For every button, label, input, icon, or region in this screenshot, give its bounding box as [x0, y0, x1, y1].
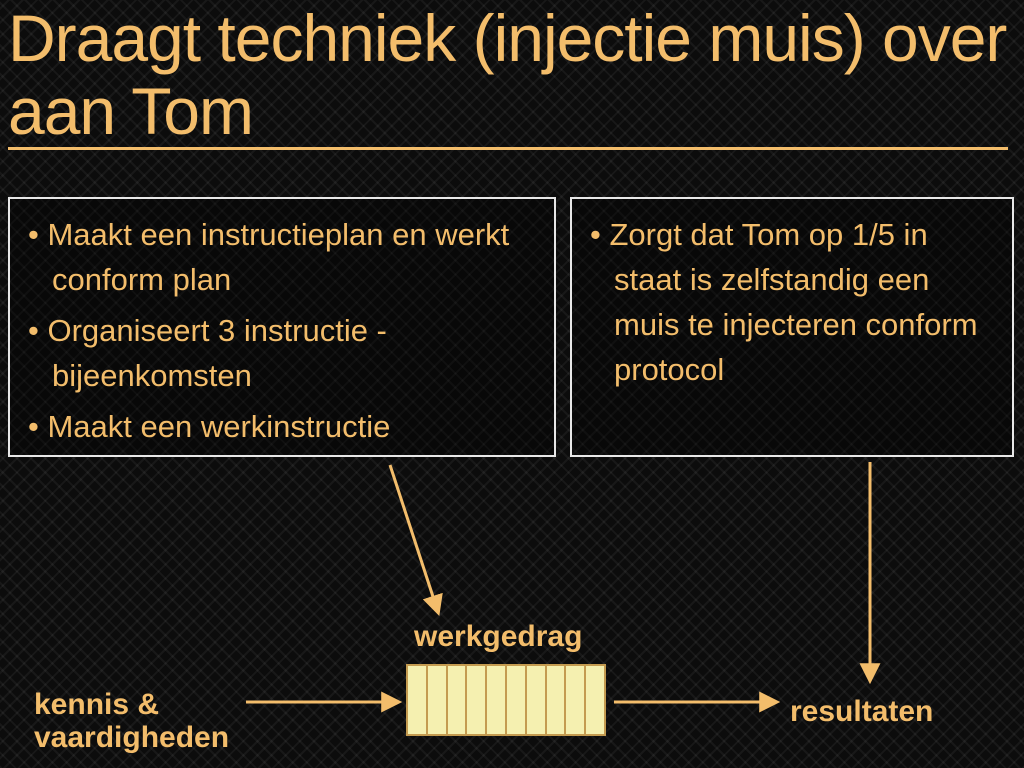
bar-segment [426, 664, 448, 736]
bar-segment [485, 664, 507, 736]
right-box: Zorgt dat Tom op 1/5 in staat is zelfsta… [570, 197, 1014, 457]
list-item: Maakt een instructieplan en werkt confor… [18, 213, 544, 303]
bar-segment [406, 664, 428, 736]
bar-segment [545, 664, 567, 736]
left-box-list: Maakt een instructieplan en werkt confor… [18, 213, 544, 450]
bar-segment [505, 664, 527, 736]
bar-segment [584, 664, 606, 736]
label-resultaten: resultaten [790, 695, 933, 729]
arrow-left-to-werk [390, 465, 438, 612]
bar-segment [525, 664, 547, 736]
list-item: Zorgt dat Tom op 1/5 in staat is zelfsta… [580, 213, 1002, 393]
right-box-list: Zorgt dat Tom op 1/5 in staat is zelfsta… [580, 213, 1002, 393]
bars-graphic [406, 664, 606, 736]
bar-segment [465, 664, 487, 736]
list-item: Organiseert 3 instructie - bijeenkomsten [18, 309, 544, 399]
label-werkgedrag: werkgedrag [414, 620, 582, 654]
slide-title: Draagt techniek (injectie muis) over aan… [8, 2, 1008, 150]
left-box: Maakt een instructieplan en werkt confor… [8, 197, 556, 457]
bar-segment [446, 664, 468, 736]
list-item: Maakt een werkinstructie [18, 405, 544, 450]
bar-segment [564, 664, 586, 736]
label-kennis: kennis &vaardigheden [34, 688, 229, 754]
